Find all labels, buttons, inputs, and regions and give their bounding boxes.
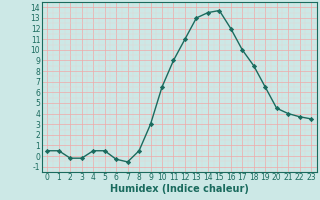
- X-axis label: Humidex (Indice chaleur): Humidex (Indice chaleur): [110, 184, 249, 194]
